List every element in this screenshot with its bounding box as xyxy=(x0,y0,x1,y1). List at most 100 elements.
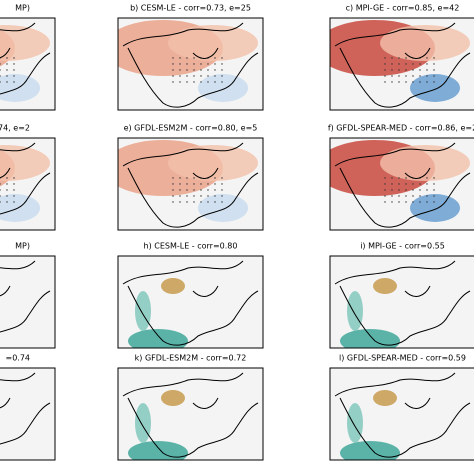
stipple xyxy=(426,189,428,191)
stipple xyxy=(221,63,223,65)
panel-title: c) MPI-GE - corr=0.85, e=42 xyxy=(346,4,460,13)
panel-frame xyxy=(117,137,264,231)
stipple xyxy=(172,81,174,83)
stipple xyxy=(426,201,428,203)
stipple xyxy=(172,69,174,71)
stipple xyxy=(200,69,202,71)
map-panel xyxy=(0,18,55,110)
panel-title: h) CESM-LE - corr=0.80 xyxy=(144,242,238,251)
stipple xyxy=(172,63,174,65)
stipple xyxy=(405,195,407,197)
stipple xyxy=(419,63,421,65)
stipple xyxy=(405,201,407,203)
stipple xyxy=(186,195,188,197)
panel-frame xyxy=(117,367,264,461)
stipple xyxy=(0,201,1,203)
stipple xyxy=(214,195,216,197)
stipple xyxy=(221,195,223,197)
stipple xyxy=(13,183,15,185)
stipple xyxy=(207,189,209,191)
stipple xyxy=(179,183,181,185)
coastline xyxy=(122,22,259,108)
anomaly xyxy=(347,403,363,443)
panel-frame xyxy=(0,17,56,111)
anomaly xyxy=(198,74,248,102)
stipple xyxy=(13,189,15,191)
stipple xyxy=(405,57,407,59)
stipple xyxy=(214,201,216,203)
stipple xyxy=(384,69,386,71)
panel-title: .74, e=2 xyxy=(0,124,30,133)
stipple xyxy=(419,69,421,71)
stipple xyxy=(419,183,421,185)
stipple xyxy=(419,201,421,203)
stipple xyxy=(391,75,393,77)
stipple xyxy=(391,81,393,83)
stipple xyxy=(214,63,216,65)
stipple xyxy=(200,75,202,77)
coastline xyxy=(334,372,471,458)
anomaly xyxy=(347,291,363,331)
coastline xyxy=(0,372,51,445)
anomaly xyxy=(128,441,188,460)
stipple xyxy=(179,63,181,65)
stipple xyxy=(193,81,195,83)
stipple xyxy=(6,63,8,65)
stipple xyxy=(433,69,435,71)
map-bg xyxy=(0,256,55,348)
stipple xyxy=(221,183,223,185)
stipple xyxy=(221,189,223,191)
stipple xyxy=(193,195,195,197)
stipple xyxy=(214,57,216,59)
stipple xyxy=(398,177,400,179)
stipple xyxy=(0,189,1,191)
stipple xyxy=(405,177,407,179)
panel-frame xyxy=(0,137,56,231)
stipple xyxy=(405,189,407,191)
map-panel xyxy=(0,368,55,460)
stipple xyxy=(398,195,400,197)
panel-title: f) GFDL-SPEAR-MED - corr=0.86, e=2 xyxy=(328,124,474,133)
anomaly xyxy=(410,74,460,102)
stipple xyxy=(412,201,414,203)
map-panel xyxy=(118,18,263,110)
stipple xyxy=(412,81,414,83)
stipple xyxy=(207,63,209,65)
anomaly xyxy=(0,194,40,222)
stipple xyxy=(419,81,421,83)
panel-frame xyxy=(329,137,474,231)
anomaly xyxy=(340,441,400,460)
stipple xyxy=(412,63,414,65)
anomaly xyxy=(135,403,151,443)
stipple xyxy=(6,189,8,191)
map-panel xyxy=(118,256,263,348)
anomaly xyxy=(161,390,185,406)
panel-title: e) GFDL-ESM2M - corr=0.80, e=5 xyxy=(124,124,258,133)
stipple xyxy=(6,183,8,185)
anomaly xyxy=(373,278,397,294)
stipple xyxy=(179,81,181,83)
stipple xyxy=(412,69,414,71)
stipple xyxy=(384,183,386,185)
panel-frame xyxy=(0,255,56,349)
map-panel xyxy=(0,138,55,230)
stipple xyxy=(179,195,181,197)
stipple xyxy=(384,81,386,83)
stipple xyxy=(0,69,1,71)
stipple xyxy=(419,195,421,197)
stipple xyxy=(207,201,209,203)
stipple xyxy=(193,189,195,191)
stipple xyxy=(221,57,223,59)
stipple xyxy=(426,81,428,83)
stipple xyxy=(193,183,195,185)
stipple xyxy=(207,69,209,71)
stipple xyxy=(433,195,435,197)
coastline xyxy=(334,142,471,228)
stipple xyxy=(200,201,202,203)
stipple xyxy=(426,183,428,185)
coastline xyxy=(0,142,51,215)
panel-frame xyxy=(329,367,474,461)
stipple xyxy=(13,81,15,83)
stipple xyxy=(391,201,393,203)
